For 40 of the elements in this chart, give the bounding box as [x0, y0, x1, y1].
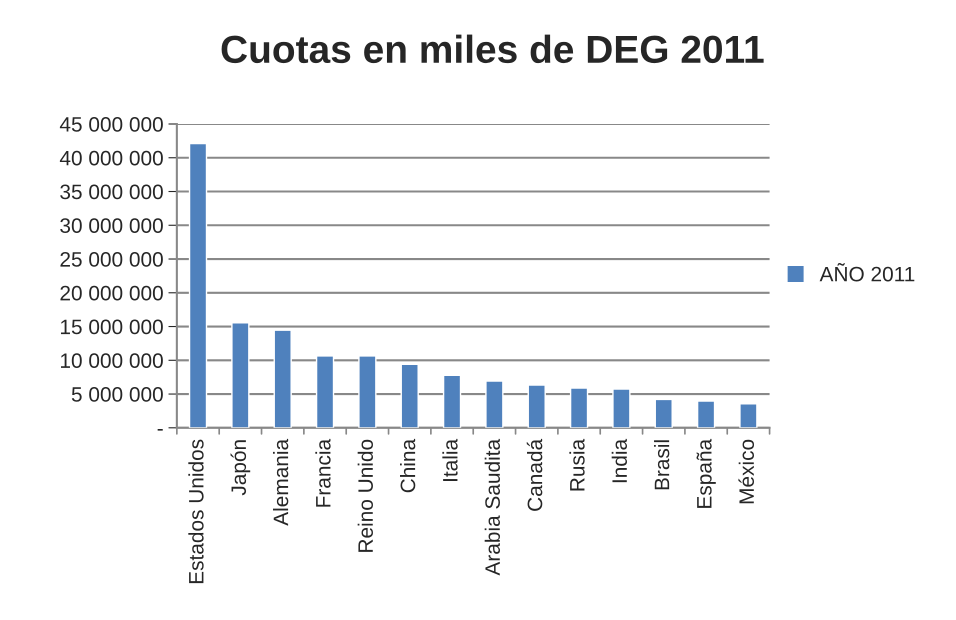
- x-tick-label: México: [738, 440, 754, 504]
- legend-label: AÑO 2011: [820, 262, 914, 282]
- y-tick-label: 30 000 000: [60, 218, 163, 234]
- bar: [696, 400, 716, 428]
- bar: [570, 387, 588, 428]
- bar: [358, 355, 377, 428]
- x-tick-label: Japón: [230, 440, 250, 496]
- x-tick-label: Alemania: [272, 438, 288, 526]
- x-tick-label: Arabia Saudita: [484, 438, 500, 576]
- bar: [654, 398, 673, 428]
- bar: [231, 322, 250, 428]
- bar: [739, 403, 758, 428]
- x-tick-label: Francia: [315, 438, 331, 507]
- bar: [485, 380, 504, 428]
- y-tick-label: 25 000 000: [60, 252, 163, 267]
- bar: [274, 329, 292, 428]
- y-tick-label: 10 000 000: [60, 353, 163, 368]
- x-tick-label: India: [612, 438, 627, 482]
- bar: [316, 355, 334, 428]
- y-tick-label: 40 000 000: [60, 150, 163, 166]
- y-tick-label: 35 000 000: [60, 184, 163, 200]
- bar: [612, 388, 631, 428]
- x-tick-label: China: [400, 438, 416, 492]
- x-tick-label: Brasil: [654, 440, 670, 490]
- x-tick-label: Canadá: [526, 438, 542, 511]
- x-tick-label: Rusia: [569, 438, 585, 490]
- y-tick-label: 5 000 000: [72, 387, 163, 402]
- bar: [188, 142, 208, 428]
- x-tick-label: Italia: [442, 438, 458, 481]
- x-tick-label: España: [696, 438, 716, 508]
- x-tick-label: Estados Unidos: [188, 440, 204, 584]
- y-tick-label: -: [158, 429, 163, 431]
- y-tick-label: 45 000 000: [60, 117, 163, 132]
- bar: [400, 364, 419, 428]
- y-tick-label: 15 000 000: [60, 320, 163, 334]
- bar: [528, 384, 546, 428]
- y-tick-label: 20 000 000: [60, 286, 163, 301]
- bar: [442, 374, 462, 428]
- x-tick-label: Reino Unido: [358, 440, 373, 552]
- chart-title: Cuotas en miles de DEG 2011: [222, 34, 764, 64]
